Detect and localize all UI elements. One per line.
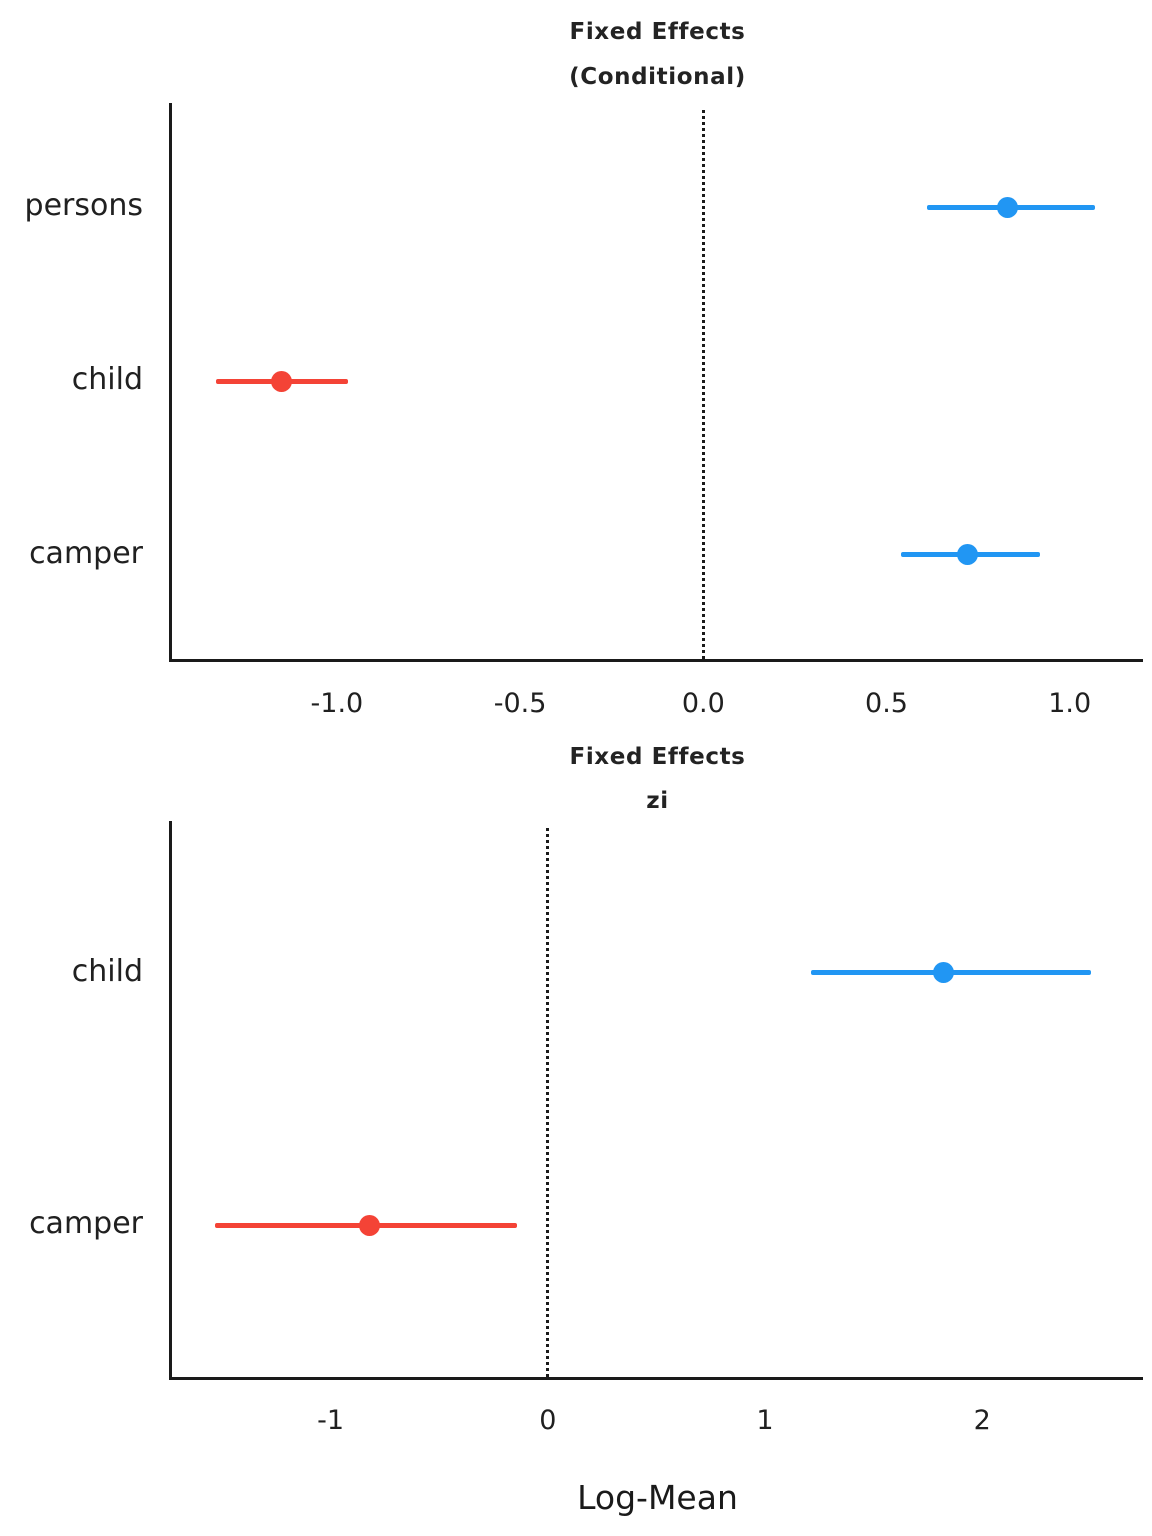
x-tick-label--0.5: -0.5 xyxy=(493,688,547,719)
category-label-camper: camper xyxy=(29,1206,143,1242)
estimate-point-persons xyxy=(996,196,1018,218)
estimate-point-camper xyxy=(359,1214,381,1236)
panel-zi-title: Fixed Effects xyxy=(569,744,746,770)
estimate-point-child xyxy=(932,962,954,984)
panel-conditional-subtitle: (Conditional) xyxy=(569,64,746,90)
category-label-child: child xyxy=(71,953,143,989)
category-label-child: child xyxy=(71,362,143,398)
ci-interval-camper xyxy=(901,552,1041,558)
ci-interval-persons xyxy=(926,204,1096,210)
x-tick-label-2: 2 xyxy=(973,1405,991,1436)
plot-area-zi xyxy=(169,821,1143,1380)
ci-interval-camper xyxy=(215,1222,518,1228)
ci-interval-child xyxy=(810,970,1091,976)
zero-reference-line xyxy=(546,828,550,1377)
estimate-point-camper xyxy=(956,544,978,566)
x-tick-label-0: 0 xyxy=(539,1405,557,1436)
x-tick-label-1: 1 xyxy=(756,1405,774,1436)
x-tick-label-0.5: 0.5 xyxy=(865,688,908,719)
x-tick-label-1.0: 1.0 xyxy=(1048,688,1092,719)
x-tick-label--1.0: -1.0 xyxy=(310,688,364,719)
x-tick-label-0.0: 0.0 xyxy=(681,688,725,719)
ci-interval-child xyxy=(215,378,348,384)
category-label-persons: persons xyxy=(24,188,143,224)
zero-reference-line xyxy=(701,110,705,659)
panel-conditional-title: Fixed Effects xyxy=(569,19,746,45)
plot-area-conditional xyxy=(169,103,1143,662)
category-label-camper: camper xyxy=(29,535,143,571)
x-tick-label--1: -1 xyxy=(317,1405,345,1436)
estimate-point-child xyxy=(271,370,293,392)
panel-zi-subtitle: zi xyxy=(646,788,669,814)
x-axis-label: Log-Mean xyxy=(577,1478,738,1517)
